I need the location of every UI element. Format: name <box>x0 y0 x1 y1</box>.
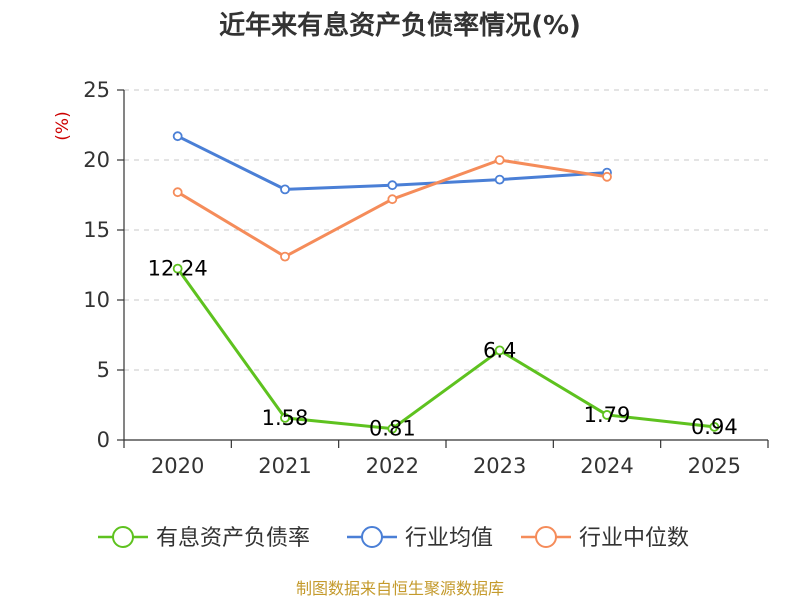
data-point-2-1 <box>280 251 290 262</box>
series-line-0 <box>176 267 716 431</box>
legend-item-2[interactable]: 行业中位数 <box>521 526 689 551</box>
data-labels: 12.24 1.58 0.81 6.4 1.79 0.94 <box>148 257 738 441</box>
data-label-2020: 12.24 <box>148 257 208 281</box>
data-label-2022: 0.81 <box>369 417 416 441</box>
data-point-2-3 <box>494 155 505 165</box>
data-point-0-5 <box>709 421 720 432</box>
legend[interactable]: 有息资产负债率 行业均值 行业中位数 <box>98 526 689 551</box>
chart-title: 近年来有息资产负债率情况(%) <box>219 10 581 41</box>
legend-label-1: 行业均值 <box>405 526 493 551</box>
data-point-2-0 <box>172 187 183 198</box>
series-1 <box>172 131 612 195</box>
y-tick-label-20: 20 <box>83 148 110 172</box>
data-point-2-2 <box>387 194 398 205</box>
legend-label-0: 有息资产负债率 <box>156 526 310 551</box>
legend-item-1[interactable]: 行业均值 <box>347 526 493 551</box>
series-line-2 <box>176 158 609 259</box>
legend-marker-2 <box>535 526 557 548</box>
legend-marker-0 <box>112 526 134 548</box>
y-axis-unit: (%) <box>53 111 73 140</box>
data-point-0-2 <box>387 423 398 434</box>
data-point-1-1 <box>280 184 290 195</box>
y-tick-label-5: 5 <box>97 358 110 382</box>
series-2 <box>172 155 612 262</box>
data-label-2021: 1.58 <box>262 406 309 430</box>
y-tick-label-15: 15 <box>83 218 110 242</box>
x-tick-label-2022: 2022 <box>366 454 419 478</box>
grid-lines <box>124 89 768 371</box>
x-tick-label-2024: 2024 <box>580 454 633 478</box>
legend-marker-1 <box>361 526 383 548</box>
data-point-1-0 <box>172 131 183 142</box>
y-tick-label-10: 10 <box>83 288 110 312</box>
data-point-0-4 <box>602 410 612 420</box>
data-label-2024: 1.79 <box>584 403 631 427</box>
data-point-1-3 <box>494 174 505 185</box>
legend-item-0[interactable]: 有息资产负债率 <box>98 526 310 551</box>
x-tick-label-2025: 2025 <box>688 454 741 478</box>
data-point-0-3 <box>494 345 505 356</box>
data-point-1-2 <box>387 180 398 191</box>
data-label-2025: 0.94 <box>691 415 738 439</box>
x-tick-label-2023: 2023 <box>473 454 526 478</box>
x-tick-label-2021: 2021 <box>258 454 311 478</box>
series-group <box>172 131 720 434</box>
source-note: 制图数据来自恒生聚源数据库 <box>296 579 504 598</box>
y-tick-label-25: 25 <box>83 78 110 102</box>
series-0 <box>172 263 720 434</box>
legend-label-2: 行业中位数 <box>579 526 689 551</box>
data-point-0-1 <box>280 412 290 423</box>
data-point-0-0 <box>172 263 183 274</box>
data-point-2-4 <box>602 171 612 182</box>
y-tick-label-0: 0 <box>97 428 110 452</box>
data-label-2023: 6.4 <box>483 338 516 362</box>
x-tick-label-2020: 2020 <box>151 454 204 478</box>
